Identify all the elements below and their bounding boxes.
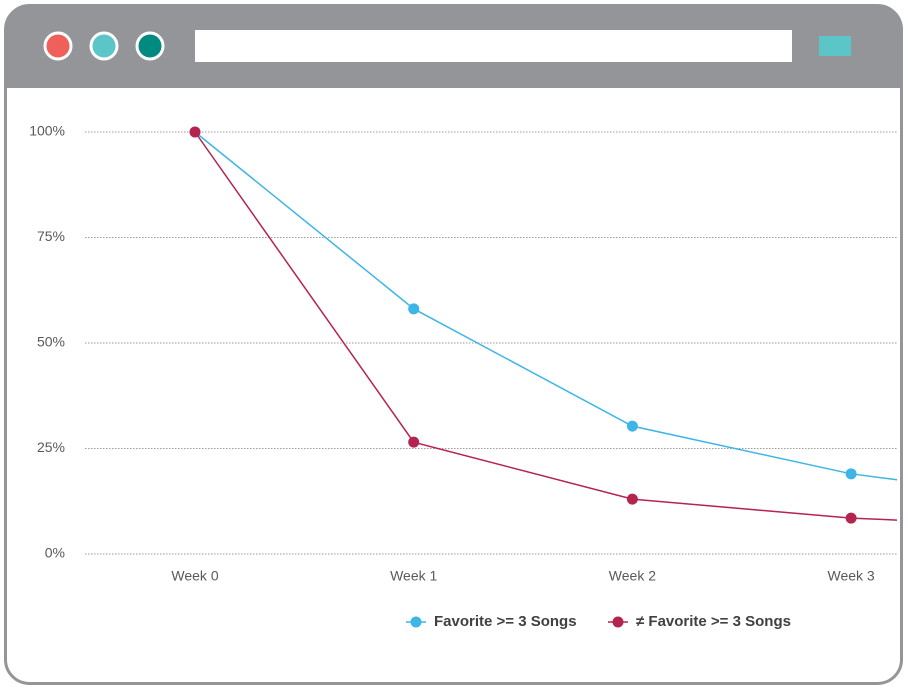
legend-marker [411, 617, 422, 628]
address-bar[interactable] [195, 30, 792, 62]
data-point [846, 513, 857, 524]
x-tick-label: Week 3 [827, 568, 874, 584]
y-tick-label: 0% [45, 545, 65, 561]
data-point [846, 468, 857, 479]
data-point [408, 303, 419, 314]
x-tick-label: Week 2 [609, 568, 656, 584]
window-button[interactable] [45, 33, 71, 59]
legend-label: ≠ Favorite >= 3 Songs [636, 613, 791, 630]
data-point [627, 421, 638, 432]
menu-button[interactable] [819, 36, 851, 56]
x-tick-label: Week 1 [390, 568, 437, 584]
y-tick-label: 50% [37, 334, 65, 350]
x-tick-label: Week 0 [171, 568, 218, 584]
window-button[interactable] [137, 33, 163, 59]
y-tick-label: 25% [37, 439, 65, 455]
window-frame [6, 6, 902, 684]
data-point [408, 437, 419, 448]
data-point [190, 127, 201, 138]
data-point [627, 494, 638, 505]
y-tick-label: 100% [29, 123, 65, 139]
window-button[interactable] [91, 33, 117, 59]
legend-label: Favorite >= 3 Songs [434, 613, 577, 630]
legend-marker [613, 617, 624, 628]
y-tick-label: 75% [37, 228, 65, 244]
